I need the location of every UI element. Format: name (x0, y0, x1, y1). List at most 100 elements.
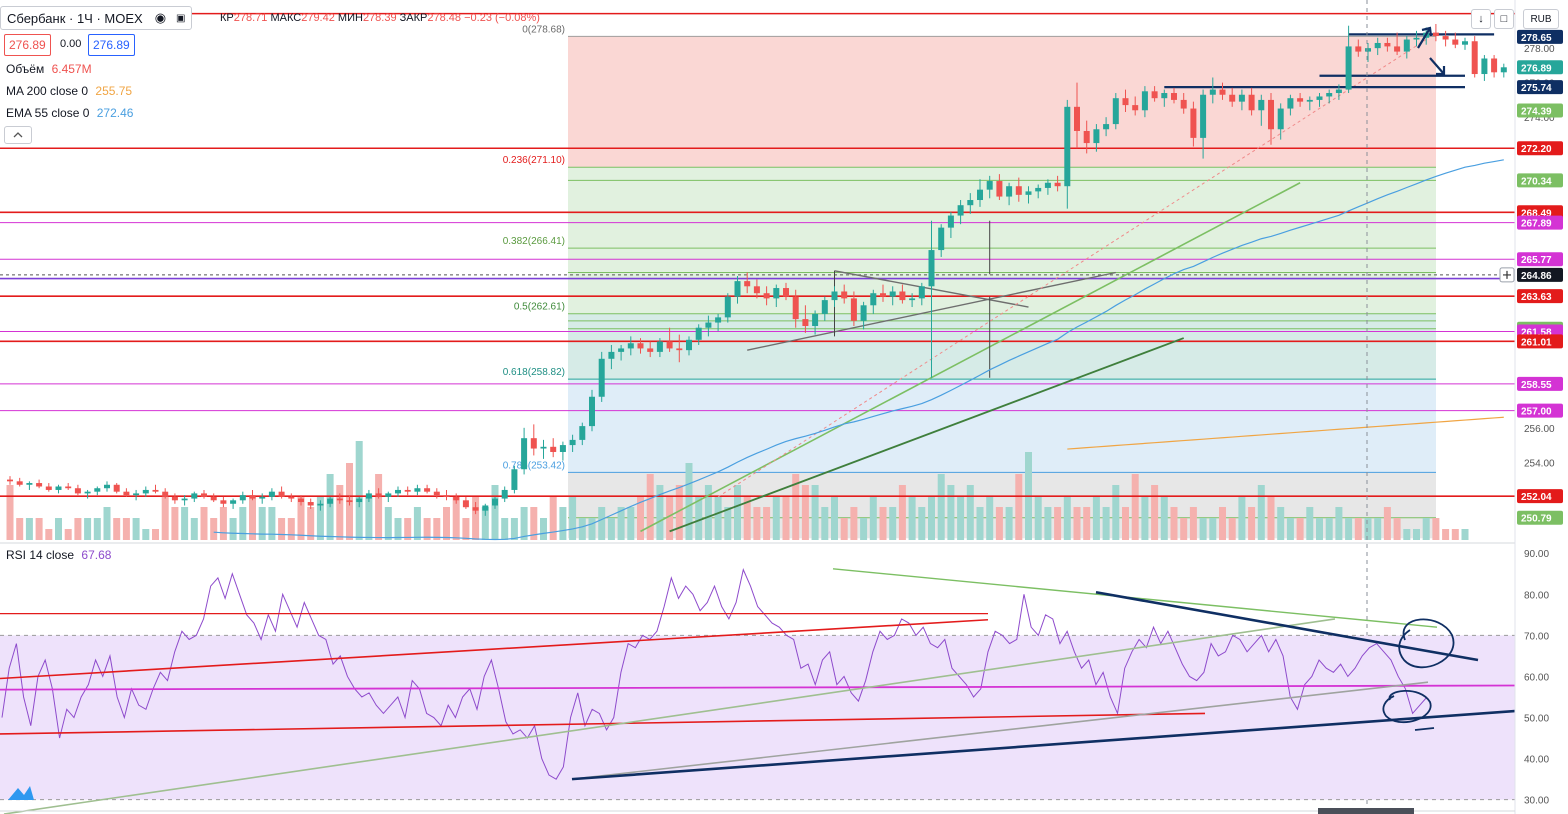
candle[interactable] (676, 334, 683, 363)
candle[interactable] (967, 193, 974, 214)
buy-button[interactable]: 276.89 (88, 34, 135, 56)
candle[interactable] (870, 289, 877, 314)
candle[interactable] (1151, 86, 1158, 102)
candle[interactable] (1248, 87, 1255, 116)
candle[interactable] (521, 427, 528, 475)
candle[interactable] (133, 489, 140, 501)
candle[interactable] (16, 477, 23, 487)
candle[interactable] (1481, 55, 1488, 81)
candle[interactable] (1500, 63, 1507, 78)
candle[interactable] (860, 301, 867, 330)
candle[interactable] (1141, 86, 1148, 118)
rsi-support-line[interactable] (571, 705, 1568, 781)
candle[interactable] (1403, 36, 1410, 59)
candle[interactable] (511, 465, 518, 494)
candle[interactable] (1171, 87, 1177, 104)
candle[interactable] (278, 486, 285, 499)
candle[interactable] (540, 439, 547, 459)
candle[interactable] (501, 486, 508, 503)
candle[interactable] (191, 491, 198, 503)
candle[interactable] (1083, 120, 1090, 154)
candle[interactable] (65, 483, 72, 490)
candle[interactable] (1326, 89, 1333, 104)
candle[interactable] (666, 327, 673, 352)
candle[interactable] (346, 495, 353, 506)
candle[interactable] (627, 336, 634, 356)
candle[interactable] (802, 305, 809, 333)
candle[interactable] (55, 484, 62, 494)
candle[interactable] (724, 293, 731, 323)
candle[interactable] (414, 484, 421, 496)
candle[interactable] (889, 286, 896, 306)
candle[interactable] (336, 493, 343, 504)
candle[interactable] (492, 496, 498, 509)
price-pane[interactable]: 0(278.68) 0.236(271.10) 0.382(266.41) 0.5(2… (0, 0, 1515, 812)
candle[interactable] (104, 481, 110, 492)
candle[interactable] (705, 315, 712, 337)
candle[interactable] (1287, 94, 1294, 116)
candle[interactable] (608, 344, 615, 370)
candle[interactable] (1394, 32, 1401, 56)
rsi-resistance-line[interactable] (1095, 590, 1479, 662)
candle[interactable] (249, 489, 256, 501)
candle[interactable] (598, 351, 605, 402)
candle[interactable] (1209, 77, 1216, 104)
candle[interactable] (550, 438, 557, 458)
candle[interactable] (647, 341, 654, 358)
candle[interactable] (1268, 93, 1274, 145)
price-axis-badge[interactable] (1517, 60, 1563, 75)
candle[interactable] (298, 495, 304, 506)
candle[interactable] (26, 481, 33, 490)
candle[interactable] (327, 496, 334, 508)
candle[interactable] (977, 179, 983, 207)
candle[interactable] (1074, 82, 1080, 149)
candle[interactable] (880, 284, 886, 302)
candle[interactable] (1054, 175, 1061, 192)
candle[interactable] (715, 313, 722, 332)
price-axis-badge[interactable] (1517, 489, 1563, 504)
candle[interactable] (375, 488, 382, 499)
candle[interactable] (201, 489, 207, 499)
candle[interactable] (482, 503, 489, 516)
candle[interactable] (618, 344, 625, 361)
candle[interactable] (996, 174, 1003, 201)
collapse-legend-button[interactable] (4, 126, 32, 144)
candle[interactable] (7, 476, 13, 485)
candle[interactable] (530, 424, 537, 456)
candle[interactable] (1297, 93, 1304, 107)
candle[interactable] (307, 498, 314, 509)
price-axis-badge[interactable] (1517, 267, 1563, 282)
trend-line[interactable] (717, 39, 1427, 498)
candle[interactable] (734, 275, 741, 304)
candle[interactable] (773, 284, 780, 308)
candle[interactable] (831, 286, 838, 308)
candle[interactable] (162, 488, 169, 499)
eye-icon[interactable]: ◉ (154, 10, 167, 25)
candle[interactable] (1103, 117, 1110, 137)
candle[interactable] (462, 496, 469, 509)
candle[interactable] (1238, 89, 1245, 111)
price-axis-badge[interactable] (1517, 334, 1563, 349)
candle[interactable] (695, 324, 702, 345)
candle[interactable] (472, 502, 479, 515)
candle[interactable] (1365, 42, 1371, 62)
price-axis-badge[interactable] (1517, 215, 1563, 230)
candle[interactable] (1132, 96, 1139, 116)
candle[interactable] (1219, 82, 1226, 100)
candle[interactable] (268, 488, 275, 501)
candle[interactable] (899, 284, 906, 304)
price-axis-badge[interactable] (1517, 403, 1563, 418)
ema-legend[interactable]: EMA 55 close 0 272.46 (6, 106, 133, 120)
candle[interactable] (1180, 93, 1187, 114)
candle[interactable] (918, 282, 925, 306)
trend-line[interactable] (669, 337, 1185, 533)
candle[interactable] (1462, 37, 1468, 50)
candle[interactable] (123, 488, 130, 497)
candle[interactable] (559, 441, 566, 461)
candle[interactable] (1277, 103, 1284, 140)
candle[interactable] (928, 220, 935, 378)
candle[interactable] (753, 279, 760, 299)
rsi-trend-line[interactable] (571, 681, 1429, 780)
volume-legend[interactable]: Объём 6.457M (6, 62, 92, 76)
